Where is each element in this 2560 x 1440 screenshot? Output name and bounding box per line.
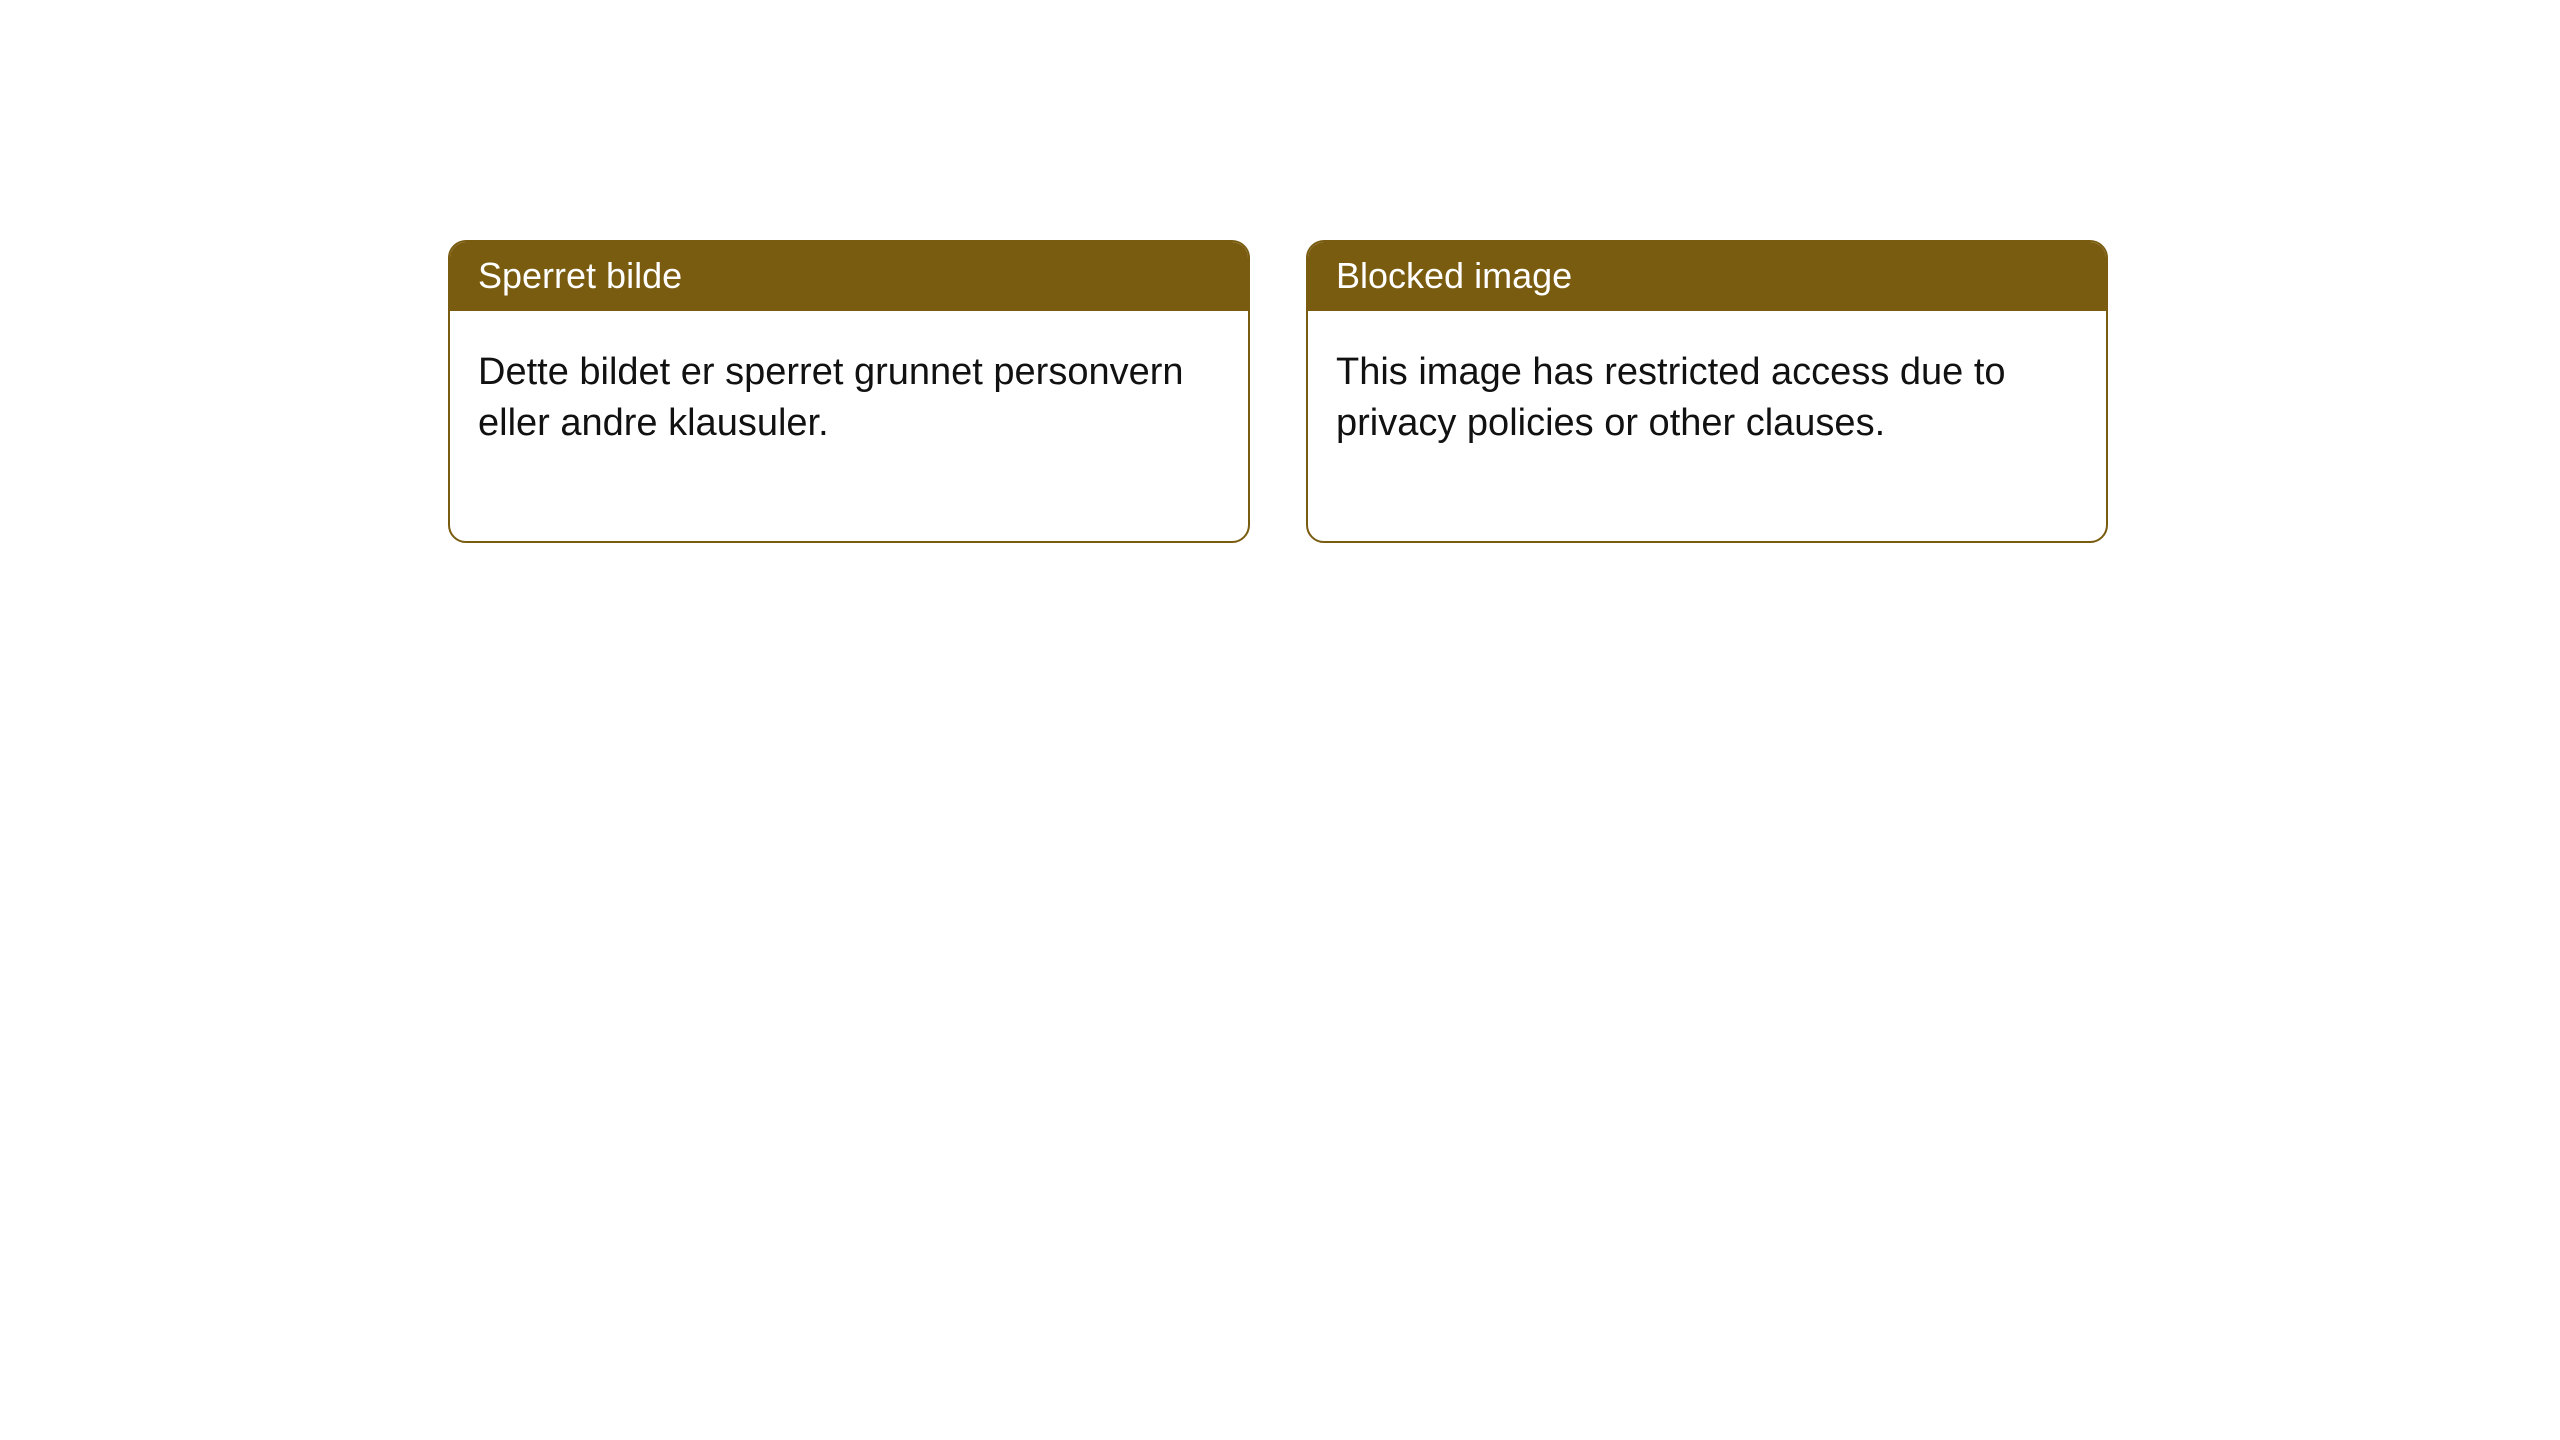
notice-card-title: Sperret bilde: [450, 242, 1248, 311]
notice-card-body: Dette bildet er sperret grunnet personve…: [450, 311, 1248, 541]
notice-card-norwegian: Sperret bilde Dette bildet er sperret gr…: [448, 240, 1250, 543]
notice-cards-container: Sperret bilde Dette bildet er sperret gr…: [0, 0, 2560, 543]
notice-card-body: This image has restricted access due to …: [1308, 311, 2106, 541]
notice-card-title: Blocked image: [1308, 242, 2106, 311]
notice-card-english: Blocked image This image has restricted …: [1306, 240, 2108, 543]
